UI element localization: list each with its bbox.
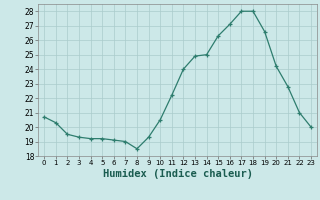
X-axis label: Humidex (Indice chaleur): Humidex (Indice chaleur) [103, 169, 252, 179]
